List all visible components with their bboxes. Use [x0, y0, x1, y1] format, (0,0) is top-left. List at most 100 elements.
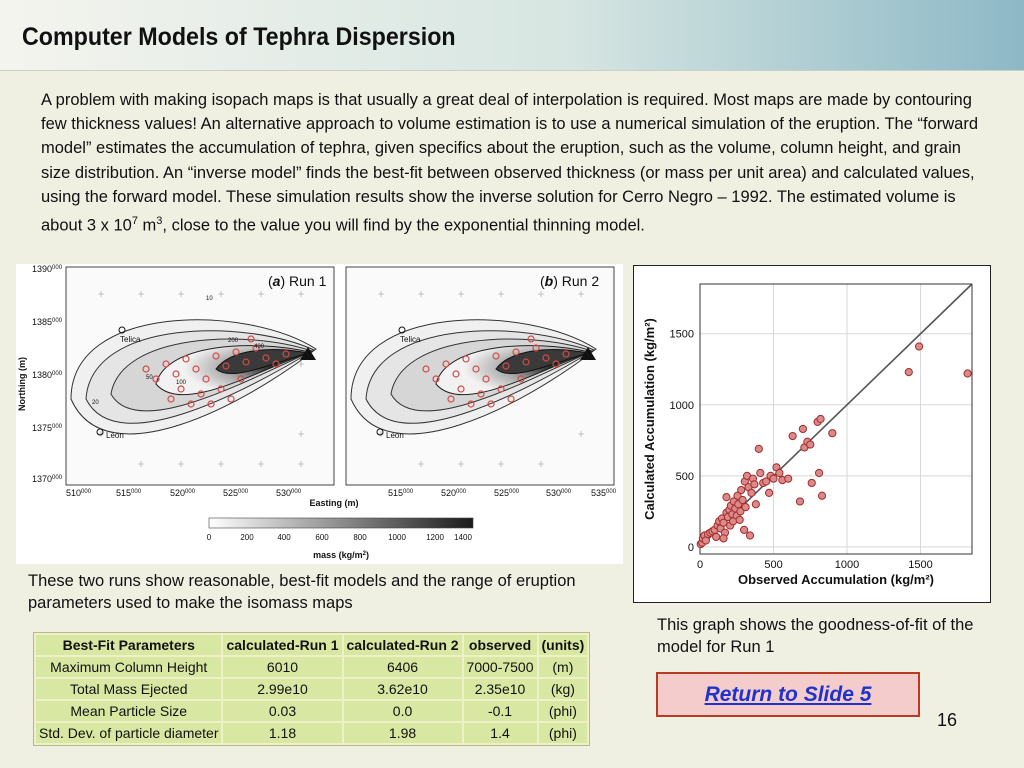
intro-exponent-1: 7 — [131, 215, 138, 228]
x-tick-labels-a: 510000 515000 520000 525000 530000 — [66, 488, 302, 498]
goodness-of-fit-chart: 0 500 1000 1500 0 500 1000 1500 Observed Accumu… — [633, 265, 991, 603]
data-point — [754, 444, 763, 453]
x-tick-label: 1000 — [835, 559, 859, 571]
table-cell: Maximum Column Height — [36, 657, 222, 677]
data-point — [747, 488, 756, 497]
panel-a-label: (a) Run 1 — [268, 273, 327, 289]
isomass-maps-figure: Northing (m) 1390000 1385000 1380000 137… — [16, 264, 623, 564]
table-cell: 0.0 — [343, 701, 462, 721]
y-tick-1375: 1375000 — [32, 423, 63, 433]
return-link-label[interactable]: Return to Slide 5 — [704, 682, 872, 706]
data-point — [737, 485, 746, 495]
intro-unit: m — [137, 216, 157, 235]
table-cell: 7000-7500 — [463, 657, 537, 677]
svg-text:200: 200 — [240, 533, 254, 542]
intro-exponent-2: 3 — [156, 215, 163, 228]
data-point — [750, 480, 759, 489]
data-point — [806, 440, 815, 449]
svg-text:515000: 515000 — [388, 488, 414, 498]
table-header-cell: calculated-Run 2 — [343, 635, 462, 655]
sample-points-a — [142, 335, 290, 408]
x-tick-label: 0 — [697, 559, 703, 571]
contour-label-400a: 400 — [254, 344, 265, 350]
town-marker-icon — [118, 326, 126, 334]
town-telica-b: Telica — [398, 326, 421, 344]
data-point — [736, 507, 745, 516]
svg-text:0: 0 — [207, 533, 212, 542]
data-point — [816, 414, 825, 424]
table-cell: (phi) — [538, 701, 588, 721]
sample-points-b — [422, 335, 570, 408]
data-point — [775, 468, 784, 478]
y-axis-label: Northing (m) — [17, 357, 27, 411]
table-cell: 2.35e10 — [463, 679, 537, 699]
data-point — [745, 531, 755, 540]
return-to-slide-5-link[interactable]: Return to Slide 5 — [656, 672, 920, 717]
contour-label-50a: 50 — [146, 375, 153, 381]
svg-text:1200: 1200 — [426, 533, 444, 542]
page-number: 16 — [937, 710, 958, 730]
table-cell: Std. Dev. of particle diameter — [36, 723, 222, 743]
table-cell: 1.4 — [463, 723, 537, 743]
svg-text:600: 600 — [315, 533, 329, 542]
data-point — [735, 515, 744, 524]
table-cell: Mean Particle Size — [36, 701, 222, 721]
x-tick-label: 500 — [764, 559, 782, 571]
maps-caption: These two runs show reasonable, best-fit… — [28, 572, 576, 612]
data-points — [696, 342, 972, 549]
contour-label-100a: 100 — [176, 380, 187, 386]
data-point — [828, 429, 837, 438]
table-cell: 1.18 — [223, 723, 342, 743]
data-point — [756, 468, 765, 478]
x-axis-label: Observed Accumulation (kg/m²) — [738, 572, 934, 587]
table-row: Maximum Column Height 6010 6406 7000-750… — [36, 657, 588, 677]
y-tick-1385: 1385000 — [32, 317, 63, 327]
svg-text:535000: 535000 — [591, 488, 617, 498]
svg-text:1000: 1000 — [388, 533, 406, 542]
table-row: Total Mass Ejected 2.99e10 3.62e10 2.35e… — [36, 679, 588, 699]
contour-label-10a: 10 — [206, 296, 213, 302]
table-cell: 3.62e10 — [343, 679, 462, 699]
town-marker-icon — [398, 326, 406, 334]
svg-text:800: 800 — [353, 533, 367, 542]
y-tick-label: 1500 — [670, 329, 694, 341]
plot-frame — [699, 283, 973, 555]
data-point — [751, 500, 760, 509]
data-point — [712, 532, 721, 542]
svg-text:510000: 510000 — [66, 488, 92, 498]
data-point — [722, 493, 731, 502]
data-point — [788, 431, 797, 441]
data-point — [741, 503, 750, 512]
chart-grid — [699, 284, 972, 554]
table-cell: 6010 — [223, 657, 342, 677]
isomass-maps-svg: Northing (m) 1390000 1385000 1380000 137… — [17, 264, 617, 560]
y-tick-label: 1000 — [670, 400, 694, 412]
best-fit-parameters-table: Best-Fit Parameters calculated-Run 1 cal… — [33, 632, 591, 746]
data-point — [733, 491, 742, 500]
table-header-cell: Best-Fit Parameters — [36, 635, 222, 655]
data-point — [765, 488, 774, 497]
data-point — [904, 368, 913, 377]
x-tick-label: 1500 — [908, 559, 932, 571]
svg-text:515000: 515000 — [116, 488, 142, 498]
data-point — [795, 497, 805, 506]
data-point — [762, 477, 771, 486]
svg-text:520000: 520000 — [170, 488, 196, 498]
page-title: Computer Models of Tephra Dispersion — [22, 23, 456, 51]
data-point — [814, 468, 824, 478]
contour-label-200a: 200 — [228, 338, 239, 344]
y-tick-labels: 1390000 1385000 1380000 1375000 1370000 — [32, 264, 63, 484]
tick-labels: 0 500 1000 1500 0 500 1000 1500 — [670, 329, 933, 571]
table-cell: Total Mass Ejected — [36, 679, 222, 699]
town-leon-a: Leon — [96, 428, 124, 440]
town-label-telica: Telica — [120, 335, 141, 344]
table-cell: (m) — [538, 657, 588, 677]
vent-triangle-icon — [300, 347, 316, 360]
data-point — [719, 518, 728, 527]
table-cell: (phi) — [538, 723, 588, 743]
data-point — [738, 495, 747, 505]
data-point — [740, 525, 749, 534]
table-header-cell: observed — [463, 635, 537, 655]
map-panel-run2: Telica Leon (b) Run 2 — [345, 266, 615, 486]
town-marker-icon — [376, 428, 384, 436]
